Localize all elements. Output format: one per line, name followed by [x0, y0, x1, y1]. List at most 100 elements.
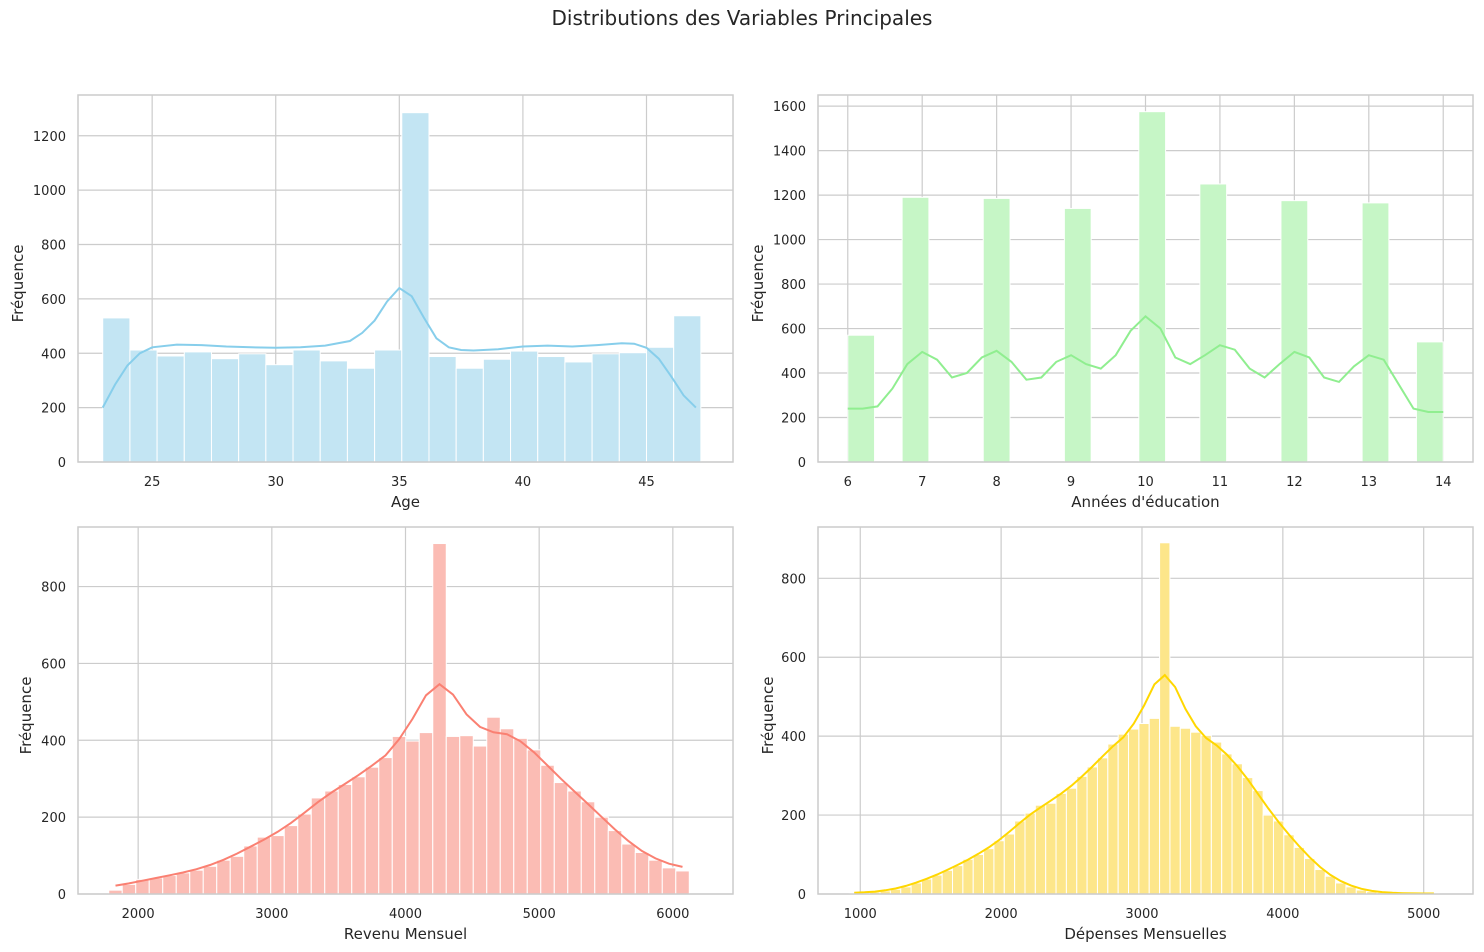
axes-frame — [77, 94, 734, 463]
y-tick-label: 600 — [781, 323, 806, 338]
y-tick-label: 800 — [781, 278, 806, 293]
histogram-bar — [510, 350, 539, 463]
histogram-bar — [351, 776, 366, 895]
histogram-bar — [621, 843, 636, 895]
histogram-bar — [1221, 753, 1233, 895]
histogram-bar — [256, 836, 272, 895]
chart-depenses: 0 200 400 600 800 1000 2000 3000 4000 5000 Dépense… — [759, 526, 1474, 943]
histogram-bar — [1045, 802, 1057, 895]
y-tick-label: 1000 — [773, 234, 806, 249]
histogram-bar — [265, 364, 294, 463]
histogram-bar — [1055, 792, 1067, 895]
x-tick-label: 2000 — [122, 907, 155, 922]
y-tick-label: 600 — [41, 657, 66, 672]
histogram-bar — [1065, 787, 1078, 895]
histogram-bar — [513, 737, 528, 895]
x-tick-label: 5000 — [1407, 907, 1440, 922]
histogram-bar — [391, 735, 407, 895]
histogram-bar — [901, 196, 930, 463]
histogram-bar — [1283, 834, 1295, 895]
histogram-bar — [229, 855, 245, 895]
kde-line — [101, 286, 697, 409]
histogram-bar — [1335, 882, 1347, 895]
histogram-bar — [121, 883, 137, 895]
y-tick-label: 800 — [781, 572, 806, 587]
histogram-bar — [1200, 734, 1212, 895]
x-axis-label: Age — [391, 493, 420, 511]
histogram-bar — [459, 735, 474, 895]
histogram-bar — [1324, 875, 1337, 895]
x-axis-label: Années d'éducation — [1071, 493, 1219, 511]
histogram-bar — [1199, 183, 1228, 463]
histogram-bar — [364, 766, 380, 895]
histogram-bar — [673, 315, 702, 463]
y-tick-label: 400 — [41, 347, 66, 362]
histogram-bar — [445, 735, 461, 895]
y-tick-label: 600 — [41, 293, 66, 308]
y-tick-label: 400 — [781, 367, 806, 382]
y-tick-label: 200 — [41, 811, 66, 826]
histogram-bar — [1231, 763, 1243, 895]
histogram-bar — [1128, 728, 1140, 895]
histogram-bar — [983, 848, 995, 895]
y-tick-label: 200 — [781, 412, 806, 427]
histogram-bar — [1024, 812, 1036, 895]
x-tick-label: 10 — [1137, 475, 1154, 490]
histogram-bar — [847, 334, 876, 463]
histogram-bar — [337, 783, 353, 895]
histogram-bar — [553, 782, 569, 895]
histogram-bar — [1304, 857, 1316, 895]
histogram-bar — [1148, 717, 1161, 895]
histogram-bar — [202, 865, 218, 895]
histogram-bar — [567, 790, 582, 895]
chart-education: 0 200 400 600 800 1000 1200 1400 1600 6 7 8 9 10 11 12 1… — [749, 94, 1474, 511]
y-tick-label: 200 — [41, 402, 66, 417]
y-axis-label: Fréquence — [759, 677, 777, 755]
x-tick-label: 12 — [1286, 475, 1303, 490]
y-tick-label: 800 — [41, 581, 66, 596]
x-tick-label: 40 — [515, 475, 532, 490]
histogram-bar — [1280, 200, 1309, 463]
histogram-bar — [1063, 207, 1092, 463]
histogram-bar — [1003, 833, 1016, 895]
histogram-bar — [564, 361, 593, 463]
histogram-bar — [1014, 820, 1026, 895]
histogram-bar — [162, 875, 177, 895]
y-tick-label: 1200 — [33, 130, 66, 145]
histogram-bar — [648, 859, 663, 895]
axes-frame — [817, 94, 1474, 463]
histogram-bar — [1034, 804, 1047, 895]
x-tick-label: 7 — [918, 475, 926, 490]
histogram-bar — [645, 346, 675, 463]
x-tick-label: 35 — [391, 475, 408, 490]
histogram-bar — [1272, 820, 1285, 895]
y-tick-label: 0 — [58, 456, 66, 471]
kde-line — [115, 682, 683, 887]
y-tick-label: 1600 — [773, 100, 806, 115]
histogram-bar — [1138, 111, 1167, 463]
histogram-bar — [455, 367, 484, 463]
histogram-bar — [1159, 542, 1171, 895]
histogram-bar — [324, 790, 339, 895]
histogram-bar — [675, 870, 690, 895]
x-tick-label: 4000 — [389, 907, 422, 922]
histogram-bar — [129, 349, 158, 463]
histogram-bar — [432, 543, 447, 895]
histogram-bar — [931, 874, 943, 895]
histogram-bar — [405, 740, 420, 895]
y-tick-label: 600 — [781, 651, 806, 666]
histogram-bar — [270, 835, 285, 895]
histogram-bar — [243, 845, 258, 895]
histogram-bar — [292, 349, 321, 463]
x-tick-label: 14 — [1435, 475, 1452, 490]
histogram-bar — [499, 728, 515, 895]
histogram-bar — [607, 830, 623, 895]
histogram-bar — [526, 749, 542, 895]
histogram-bar — [1076, 775, 1088, 895]
histogram-bar — [1086, 766, 1098, 895]
histogram-bar — [1169, 725, 1181, 895]
histogram-bar — [1262, 814, 1274, 895]
x-axis-label: Dépenses Mensuelles — [1064, 925, 1226, 943]
chart-revenu: 0 200 400 600 800 2000 3000 4000 5000 6000 Revenu … — [17, 526, 734, 943]
